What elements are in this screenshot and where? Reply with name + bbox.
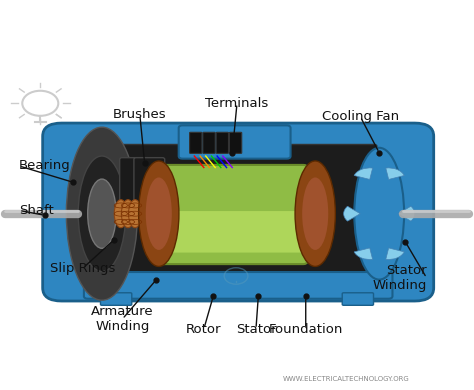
Wedge shape xyxy=(354,168,373,179)
FancyBboxPatch shape xyxy=(229,132,242,153)
FancyBboxPatch shape xyxy=(190,132,202,153)
FancyBboxPatch shape xyxy=(164,211,303,253)
Wedge shape xyxy=(398,206,415,221)
Text: Slip Rings: Slip Rings xyxy=(50,262,116,275)
FancyBboxPatch shape xyxy=(100,293,132,305)
Text: Bearing: Bearing xyxy=(19,160,71,172)
Ellipse shape xyxy=(302,177,328,250)
FancyBboxPatch shape xyxy=(43,123,434,301)
FancyBboxPatch shape xyxy=(84,272,392,299)
Ellipse shape xyxy=(121,200,135,228)
Text: Construction of Synchronous Motor: Construction of Synchronous Motor xyxy=(35,21,439,40)
Ellipse shape xyxy=(78,156,126,271)
Text: Cooling Fan: Cooling Fan xyxy=(322,110,399,123)
Ellipse shape xyxy=(77,149,127,279)
Text: Foundation: Foundation xyxy=(269,323,343,335)
FancyBboxPatch shape xyxy=(179,125,291,159)
Ellipse shape xyxy=(88,179,116,248)
FancyBboxPatch shape xyxy=(160,165,307,264)
Text: Stator
Winding: Stator Winding xyxy=(372,264,427,292)
Text: Terminals: Terminals xyxy=(205,97,269,110)
Wedge shape xyxy=(386,248,404,259)
Ellipse shape xyxy=(114,200,128,228)
Text: Armature
Winding: Armature Winding xyxy=(91,305,154,333)
Text: Stator: Stator xyxy=(236,323,276,335)
Ellipse shape xyxy=(66,127,137,300)
FancyBboxPatch shape xyxy=(342,293,374,305)
Ellipse shape xyxy=(295,161,336,266)
Ellipse shape xyxy=(138,161,179,266)
FancyBboxPatch shape xyxy=(216,132,228,153)
FancyBboxPatch shape xyxy=(100,144,377,281)
Wedge shape xyxy=(354,248,373,259)
Text: WWW.ELECTRICALTECHNOLOGY.ORG: WWW.ELECTRICALTECHNOLOGY.ORG xyxy=(283,376,410,382)
Text: Rotor: Rotor xyxy=(186,323,221,335)
FancyBboxPatch shape xyxy=(134,158,164,223)
FancyBboxPatch shape xyxy=(119,158,150,223)
FancyBboxPatch shape xyxy=(203,132,215,153)
Text: Brushes: Brushes xyxy=(113,108,167,121)
Ellipse shape xyxy=(146,177,172,250)
Text: Shaft: Shaft xyxy=(19,204,54,217)
Ellipse shape xyxy=(128,200,142,228)
Ellipse shape xyxy=(355,148,404,280)
Wedge shape xyxy=(344,206,360,221)
Wedge shape xyxy=(386,168,404,179)
